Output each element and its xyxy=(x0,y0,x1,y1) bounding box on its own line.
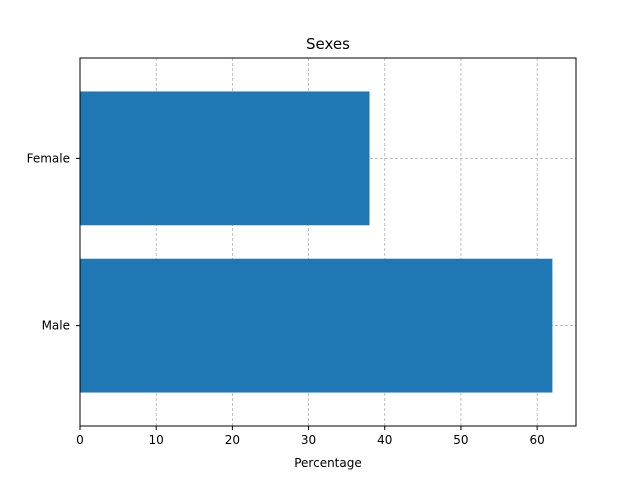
chart-title: Sexes xyxy=(306,35,350,53)
bar-female xyxy=(80,91,370,226)
x-tick-label: 20 xyxy=(225,433,240,447)
x-tick-label: 60 xyxy=(530,433,545,447)
bars xyxy=(80,91,553,393)
y-tick-label: Female xyxy=(27,151,70,165)
x-tick-label: 40 xyxy=(377,433,392,447)
x-tick-label: 10 xyxy=(149,433,164,447)
x-tick-label: 0 xyxy=(76,433,84,447)
y-tick-label: Male xyxy=(42,319,70,333)
bar-male xyxy=(80,258,553,393)
ticks: 0 10 20 30 40 50 60 Male Female xyxy=(27,151,545,447)
x-axis-label: Percentage xyxy=(294,456,362,470)
x-tick-label: 30 xyxy=(301,433,316,447)
plot-frame xyxy=(79,57,577,427)
x-tick-label: 50 xyxy=(453,433,468,447)
